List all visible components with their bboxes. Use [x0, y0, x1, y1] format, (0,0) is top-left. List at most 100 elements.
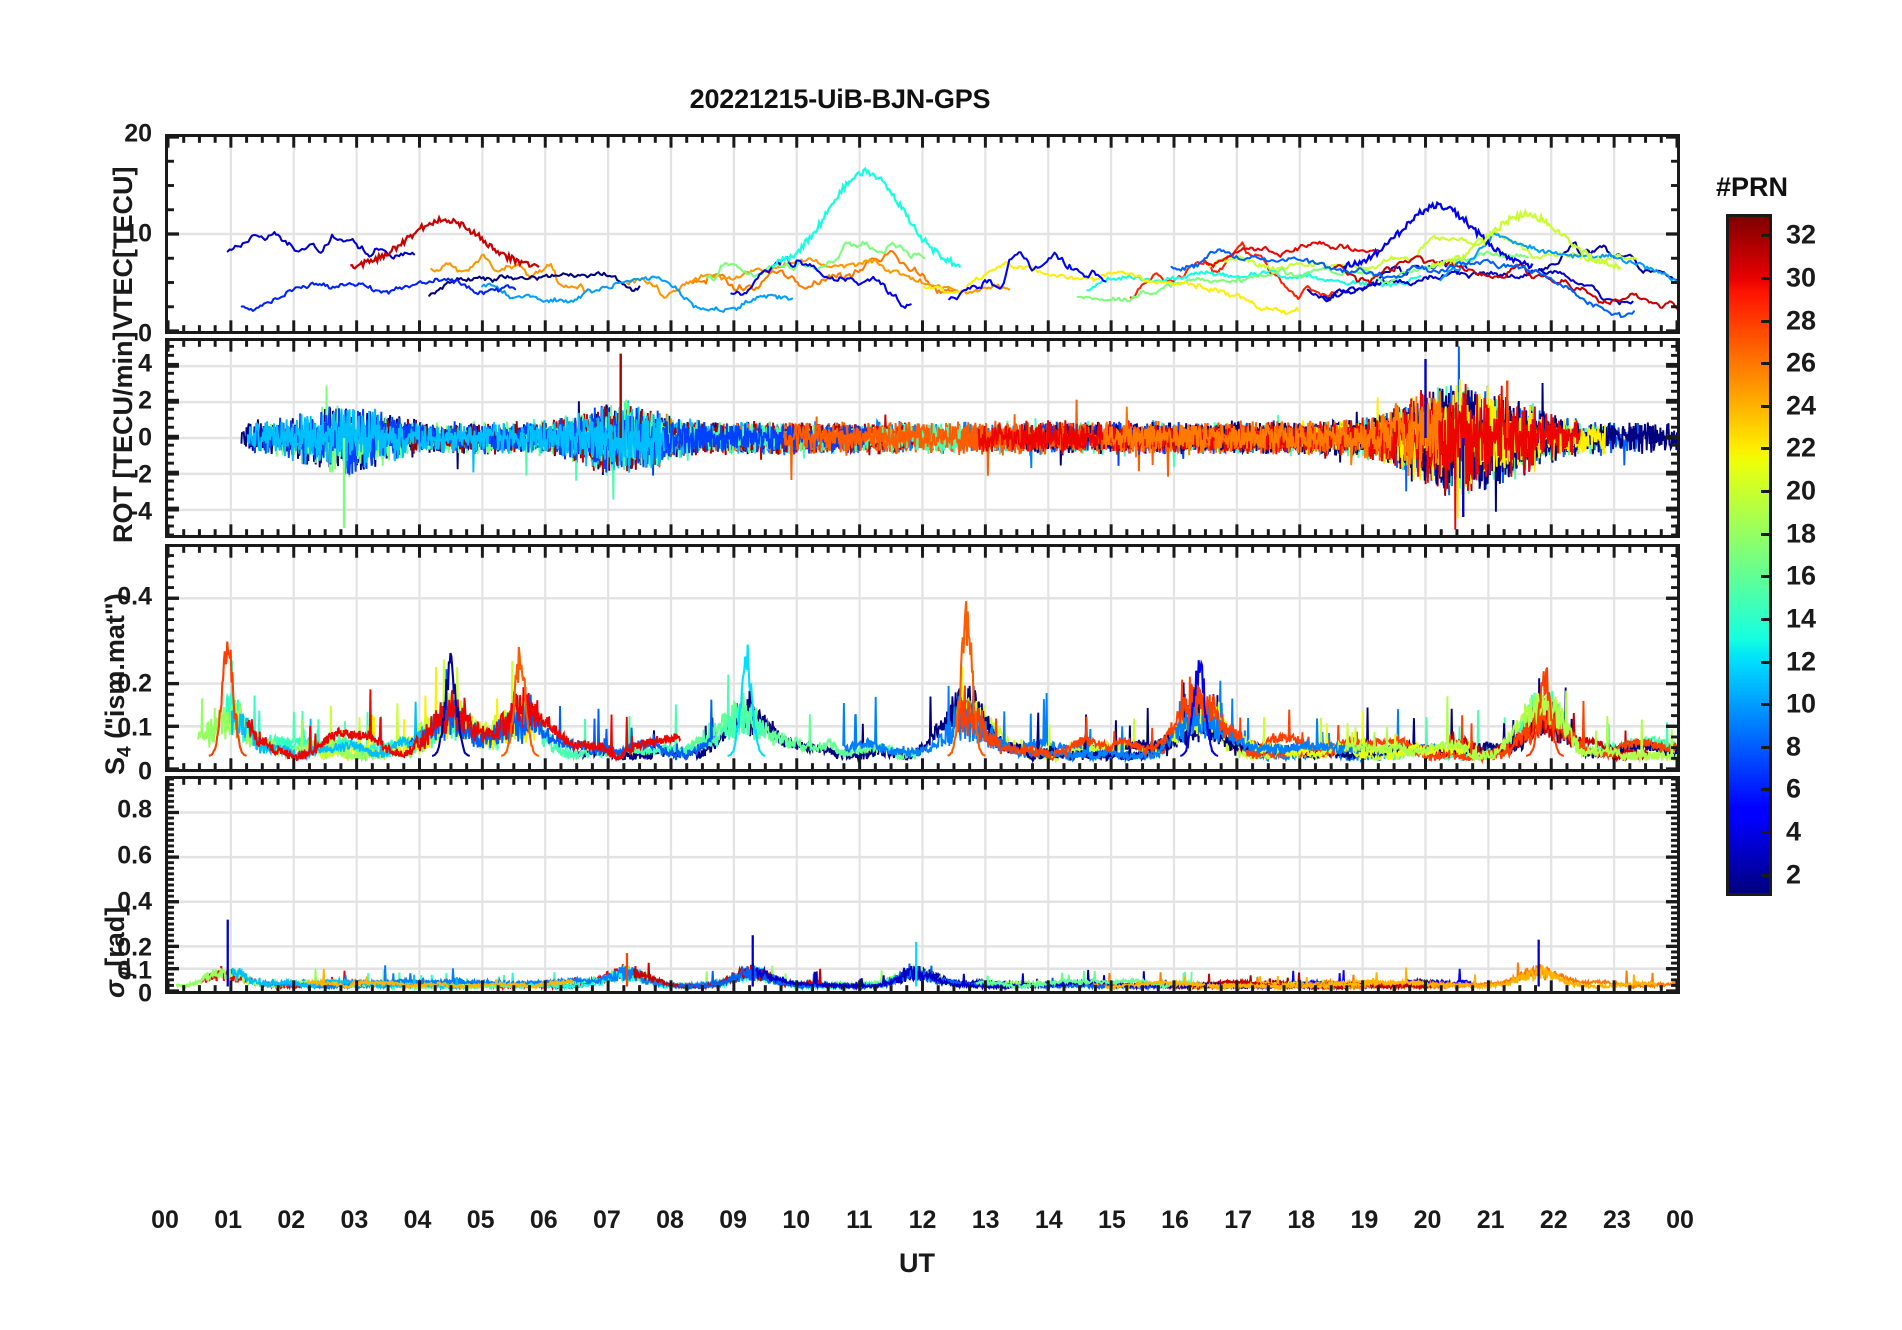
colorbar-gradient — [1729, 217, 1769, 893]
series-line-feature — [1430, 207, 1622, 271]
colorbar-tick-4: 4 — [1786, 816, 1802, 847]
x-tick-18: 18 — [1287, 1206, 1316, 1234]
series-line — [430, 253, 586, 294]
x-tick-4: 04 — [403, 1206, 432, 1234]
x-tick-17: 17 — [1224, 1206, 1253, 1234]
series-line — [975, 970, 1193, 991]
colorbar-prn[interactable] — [1726, 214, 1772, 896]
x-tick-2: 02 — [277, 1206, 306, 1234]
series-line-feature — [350, 214, 540, 271]
series-line-feature — [208, 641, 247, 757]
rot-ytick--4: -4 — [129, 497, 152, 526]
colorbar-tick-18: 18 — [1786, 518, 1817, 549]
colorbar-tick-28: 28 — [1786, 305, 1817, 336]
rot-ytick-4: 4 — [138, 349, 152, 378]
s4-ytick-0.2: 0.2 — [117, 669, 152, 698]
series-line-feature — [1180, 659, 1219, 757]
panel-sigmaphi — [165, 776, 1680, 994]
series-line — [689, 249, 955, 294]
vtec-ytick-20: 20 — [124, 119, 152, 148]
colorbar-tick-16: 16 — [1786, 560, 1817, 591]
colorbar-tick-8: 8 — [1786, 731, 1802, 762]
colorbar-tickmark — [1761, 319, 1772, 323]
x-tick-20: 20 — [1413, 1206, 1442, 1234]
x-tick-14: 14 — [1034, 1206, 1063, 1234]
colorbar-tick-26: 26 — [1786, 347, 1817, 378]
sigmaphi-ytick-0.2: 0.2 — [117, 933, 152, 962]
x-tick-10: 10 — [782, 1206, 811, 1234]
series-line — [240, 277, 517, 312]
x-tick-8: 08 — [656, 1206, 684, 1234]
series-line — [730, 255, 912, 310]
series-line-feature — [770, 166, 962, 269]
colorbar-tick-22: 22 — [1786, 432, 1817, 463]
series-line-feature — [431, 652, 471, 757]
s4-ytick-0: 0 — [138, 757, 152, 786]
x-tick-19: 19 — [1350, 1206, 1379, 1234]
colorbar-tickmark — [1761, 703, 1772, 707]
vtec-plot-area — [168, 137, 1677, 331]
sigmaphi-ytick-0.8: 0.8 — [117, 795, 152, 824]
panel-s4 — [165, 544, 1680, 772]
x-tick-11: 11 — [846, 1206, 873, 1234]
sigmaphi-ytick-0: 0 — [138, 979, 152, 1008]
colorbar-tickmark — [1761, 831, 1772, 835]
colorbar-tickmark — [1761, 745, 1772, 749]
colorbar-tickmark — [1761, 362, 1772, 366]
series-line-feature — [1525, 667, 1564, 757]
colorbar-tickmark — [1761, 575, 1772, 579]
rot-ytick--2: -2 — [129, 460, 152, 489]
series-line — [1343, 690, 1677, 764]
x-tick-15: 15 — [1097, 1206, 1126, 1234]
x-tick-0: 00 — [151, 1206, 179, 1234]
x-tick-21: 21 — [1476, 1206, 1505, 1234]
x-tick-12: 12 — [908, 1206, 937, 1234]
colorbar-tickmark — [1761, 660, 1772, 664]
series-line — [1102, 390, 1443, 476]
series-line — [246, 407, 665, 473]
figure-title: 20221215-UiB-BJN-GPS — [689, 84, 991, 114]
series-line — [1439, 232, 1677, 284]
x-tick-13: 13 — [971, 1206, 1000, 1234]
s4-subscript: 4 — [114, 746, 136, 757]
x-tick-16: 16 — [1161, 1206, 1189, 1234]
x-tick-3: 03 — [340, 1206, 369, 1234]
x-tick-24: 00 — [1666, 1206, 1694, 1234]
series-line — [842, 685, 1364, 763]
colorbar-tickmark — [1761, 617, 1772, 621]
series-line — [1208, 231, 1638, 272]
series-line — [1104, 965, 1658, 991]
series-line — [948, 251, 1107, 301]
sigmaphi-ytick-0.1: 0.1 — [117, 956, 152, 985]
colorbar-tickmark — [1761, 276, 1772, 280]
colorbar-tick-30: 30 — [1786, 262, 1817, 293]
series-line — [923, 260, 1300, 315]
colorbar-tickmark — [1761, 873, 1772, 877]
colorbar-tickmark — [1761, 788, 1772, 792]
colorbar-tickmark — [1761, 447, 1772, 451]
x-tick-7: 07 — [592, 1206, 621, 1234]
x-tick-23: 23 — [1602, 1206, 1631, 1234]
colorbar-tickmark — [1761, 532, 1772, 536]
x-tick-9: 09 — [719, 1206, 748, 1234]
sigmaphi-ytick-0.6: 0.6 — [117, 841, 152, 870]
series-line — [1333, 255, 1677, 310]
x-tick-6: 06 — [529, 1206, 558, 1234]
colorbar-tick-20: 20 — [1786, 475, 1817, 506]
colorbar-tick-10: 10 — [1786, 688, 1817, 719]
x-axis-label: UT — [899, 1248, 935, 1278]
panel-rot — [165, 338, 1680, 538]
colorbar-tickmark — [1761, 234, 1772, 238]
series-line — [306, 968, 574, 991]
s4-ytick-0.4: 0.4 — [117, 582, 152, 611]
series-line — [428, 271, 641, 297]
colorbar-tickmark — [1761, 490, 1772, 494]
series-line-feature — [500, 646, 540, 757]
colorbar-title: #PRN — [1716, 172, 1789, 202]
series-line — [226, 231, 416, 260]
colorbar-tick-14: 14 — [1786, 603, 1817, 634]
series-line — [1129, 241, 1339, 301]
sigmaphi-ytick-0.4: 0.4 — [117, 887, 152, 916]
vtec-ytick-10: 10 — [124, 219, 152, 248]
colorbar-tick-32: 32 — [1786, 219, 1817, 250]
